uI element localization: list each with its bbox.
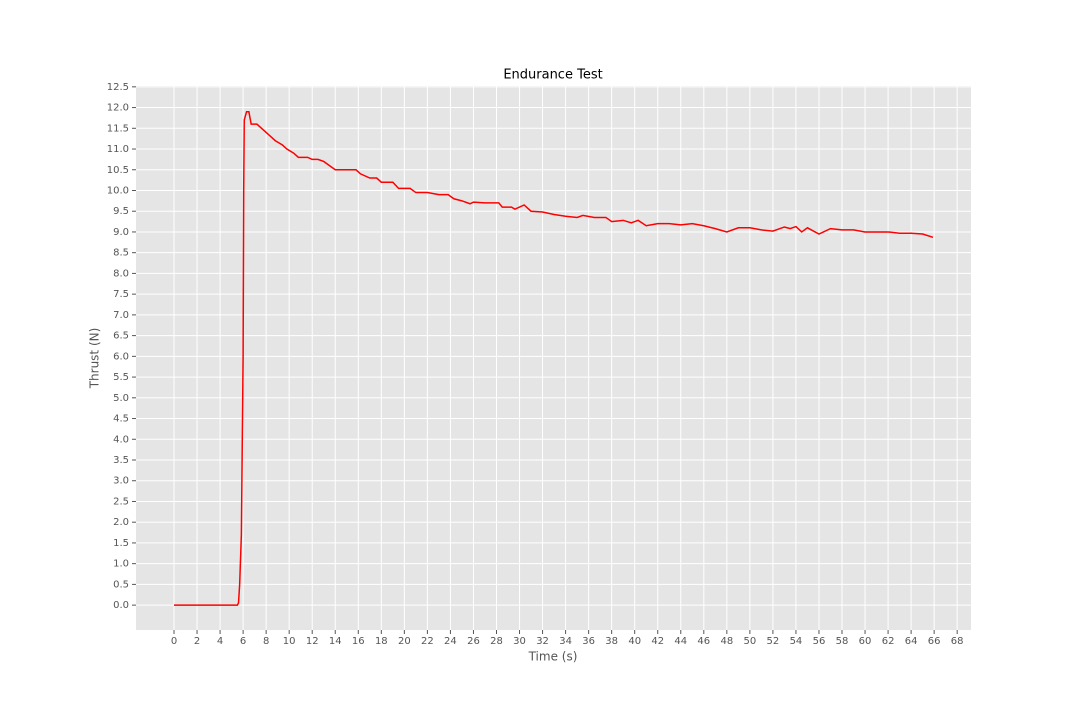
y-tick-label: 12.0 (107, 103, 129, 114)
x-tick-label: 16 (352, 636, 365, 647)
y-tick-label: 6.5 (113, 331, 129, 342)
x-tick-label: 64 (905, 636, 918, 647)
y-tick-label: 3.0 (113, 476, 129, 487)
y-tick-label: 6.0 (113, 351, 129, 362)
y-tick-label: 10.0 (107, 185, 129, 196)
x-tick-label: 36 (582, 636, 595, 647)
x-tick-label: 46 (697, 636, 710, 647)
x-tick-label: 20 (398, 636, 411, 647)
y-tick-label: 3.5 (113, 455, 129, 466)
x-tick-label: 34 (559, 636, 572, 647)
x-tick-label: 54 (790, 636, 803, 647)
x-tick-label: 58 (836, 636, 849, 647)
x-tick-label: 52 (767, 636, 780, 647)
x-axis-label: Time (s) (528, 650, 578, 664)
x-tick-label: 42 (651, 636, 664, 647)
y-tick-label: 8.0 (113, 268, 129, 279)
x-tick-label: 12 (306, 636, 319, 647)
x-tick-label: 60 (859, 636, 872, 647)
y-tick-label: 2.0 (113, 517, 129, 528)
y-tick-label: 5.5 (113, 372, 129, 383)
y-axis-label: Thrust (N) (88, 328, 102, 390)
y-tick-label: 2.5 (113, 496, 129, 507)
x-tick-label: 66 (928, 636, 941, 647)
x-tick-label: 14 (329, 636, 342, 647)
y-tick-label: 7.0 (113, 310, 129, 321)
y-tick-label: 11.5 (107, 123, 129, 134)
x-tick-label: 62 (882, 636, 895, 647)
x-tick-label: 6 (240, 636, 246, 647)
x-tick-label: 0 (171, 636, 177, 647)
y-tick-label: 10.5 (107, 165, 129, 176)
x-tick-label: 18 (375, 636, 388, 647)
x-tick-label: 40 (628, 636, 641, 647)
x-tick-label: 4 (217, 636, 223, 647)
x-tick-label: 28 (490, 636, 503, 647)
x-tick-label: 10 (283, 636, 296, 647)
x-tick-label: 2 (194, 636, 200, 647)
x-tick-label: 38 (605, 636, 618, 647)
x-tick-label: 50 (744, 636, 757, 647)
y-tick-label: 4.0 (113, 434, 129, 445)
plot-area (136, 86, 971, 630)
y-tick-label: 8.5 (113, 248, 129, 259)
y-tick-label: 7.5 (113, 289, 129, 300)
x-tick-label: 22 (421, 636, 434, 647)
chart-title: Endurance Test (503, 68, 602, 83)
y-tick-label: 11.0 (107, 144, 129, 155)
x-tick-label: 56 (813, 636, 826, 647)
x-tick-label: 24 (444, 636, 457, 647)
y-tick-label: 12.5 (107, 82, 129, 93)
data-line (174, 110, 934, 606)
y-tick-label: 0.0 (113, 600, 129, 611)
y-tick-label: 9.5 (113, 206, 129, 217)
x-tick-label: 8 (263, 636, 269, 647)
x-tick-label: 26 (467, 636, 480, 647)
x-tick-label: 48 (720, 636, 733, 647)
x-tick-label: 30 (513, 636, 526, 647)
x-tick-label: 68 (951, 636, 964, 647)
y-tick-label: 5.0 (113, 393, 129, 404)
y-tick-label: 0.5 (113, 579, 129, 590)
y-tick-label: 1.5 (113, 538, 129, 549)
x-tick-label: 44 (674, 636, 687, 647)
x-tick-label: 32 (536, 636, 549, 647)
y-tick-label: 1.0 (113, 559, 129, 570)
y-tick-label: 9.0 (113, 227, 129, 238)
y-tick-label: 4.5 (113, 414, 129, 425)
